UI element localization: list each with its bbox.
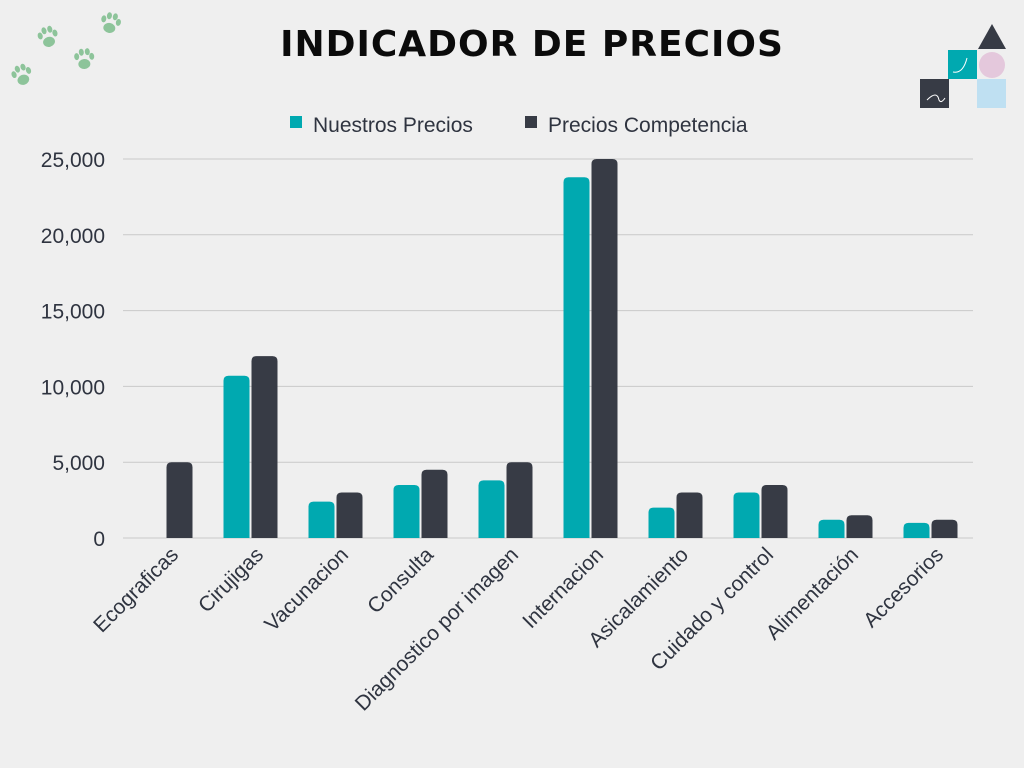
bar-precios-competencia [846,515,873,538]
x-tick-label: Diagnostico por imagen [351,543,523,715]
geometric-logo-decoration [920,24,1006,108]
x-tick-label: Ecograficas [89,543,183,637]
bar-nuestros-precios [648,507,675,538]
paw-icon [11,63,32,85]
bar-nuestros-precios [903,522,930,538]
bar-nuestros-precios [818,519,845,538]
legend-label: Precios Competencia [548,114,748,137]
bar-nuestros-precios [733,492,760,538]
y-tick-label: 5,000 [52,452,105,475]
bar-precios-competencia [251,356,278,538]
x-tick-label: Internacion [518,543,608,633]
bars [166,159,958,538]
paw-icon [74,48,95,69]
bar-precios-competencia [506,462,533,538]
paw-icon [101,12,121,33]
legend: Nuestros Precios Precios Competencia [290,114,748,137]
legend-swatch [525,116,537,128]
triangle-shape [978,24,1006,49]
bar-nuestros-precios [393,484,420,538]
y-tick-label: 20,000 [41,225,105,248]
y-tick-label: 0 [93,528,105,551]
pink-circle [979,52,1005,78]
dark-square [920,79,949,108]
light-blue-square [977,79,1006,108]
bar-precios-competencia [931,519,958,538]
gridlines [123,158,973,539]
y-tick-label: 10,000 [41,376,105,399]
bar-precios-competencia [336,492,363,538]
teal-square [948,50,977,79]
bar-precios-competencia [591,159,618,538]
bar-nuestros-precios [223,375,250,538]
bar-precios-competencia [166,462,193,538]
paw-icon [37,25,58,47]
bar-precios-competencia [676,492,703,538]
bar-precios-competencia [421,469,448,538]
y-tick-label: 25,000 [41,149,105,172]
y-axis: 0 5,000 10,000 15,000 20,000 25,000 [41,149,105,551]
bar-nuestros-precios [478,480,505,538]
chart-title: INDICADOR DE PRECIOS [280,24,784,65]
x-tick-label: Vacunacion [260,543,353,636]
legend-label: Nuestros Precios [313,114,473,137]
x-tick-label: Cirujigas [194,543,268,617]
x-tick-label: Consulta [363,543,438,618]
bar-nuestros-precios [308,501,335,538]
y-tick-label: 15,000 [41,301,105,324]
bar-precios-competencia [761,484,788,538]
x-tick-label: Accesorios [859,543,948,632]
legend-swatch [290,116,302,128]
paw-prints-decoration [11,12,121,85]
bar-nuestros-precios [563,177,590,538]
